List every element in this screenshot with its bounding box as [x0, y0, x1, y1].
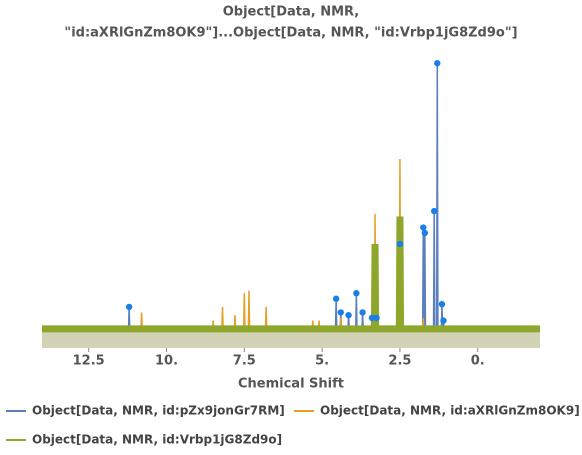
chart-title: Object[Data, NMR,	[223, 5, 360, 20]
peak-marker	[368, 314, 376, 322]
peak-marker	[420, 224, 427, 231]
peak-marker	[421, 229, 429, 237]
peak-marker	[434, 60, 441, 67]
peak-marker	[359, 309, 366, 316]
legend-label: Object[Data, NMR, id:aXRlGnZm8OK9]	[320, 404, 580, 418]
peak-marker	[332, 295, 340, 302]
peak-marker	[125, 303, 133, 311]
peak-marker	[396, 240, 404, 248]
x-tick-label: 10.	[155, 354, 178, 369]
peak-marker	[430, 207, 438, 215]
x-tick-label: 5.	[315, 354, 329, 369]
x-tick-label: 7.5	[233, 354, 256, 369]
x-tick-label: 2.5	[388, 354, 411, 369]
plot-floor	[42, 332, 540, 348]
peak-marker	[373, 314, 380, 322]
peak-marker	[337, 309, 344, 316]
peak-marker	[438, 300, 446, 308]
series-line	[42, 63, 540, 330]
x-axis-label: Chemical Shift	[238, 377, 344, 392]
series-line	[42, 216, 540, 333]
x-tick-label: 0.	[471, 354, 485, 369]
x-tick-label: 12.5	[73, 354, 105, 369]
peak-marker	[345, 311, 352, 319]
peak-marker	[440, 317, 447, 324]
chart-title: "id:aXRlGnZm8OK9"]...Object[Data, NMR, "…	[64, 26, 517, 41]
series-line	[42, 159, 540, 330]
legend-label: Object[Data, NMR, id:Vrbp1jG8Zd9o]	[32, 433, 282, 447]
legend-label: Object[Data, NMR, id:pZx9jonGr7RM]	[32, 404, 285, 418]
peak-marker	[353, 290, 360, 297]
legend: Object[Data, NMR, id:pZx9jonGr7RM] Object…	[6, 404, 580, 447]
